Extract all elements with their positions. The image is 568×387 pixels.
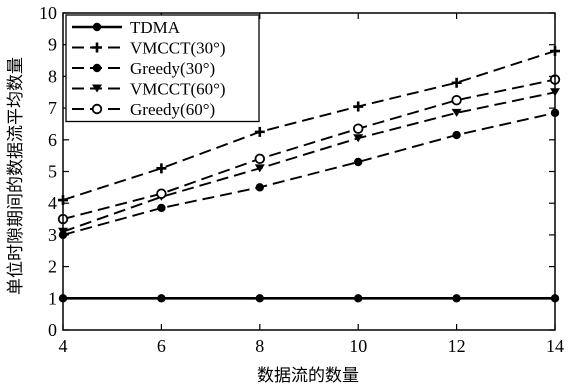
data-point bbox=[451, 77, 462, 88]
data-point bbox=[451, 108, 462, 117]
x-tick-label: 6 bbox=[157, 336, 166, 356]
y-tick-label: 2 bbox=[48, 257, 57, 277]
series-line bbox=[62, 111, 556, 236]
y-tick-label: 8 bbox=[48, 66, 57, 86]
data-point bbox=[92, 84, 102, 93]
data-point bbox=[156, 188, 167, 199]
x-tick-label: 10 bbox=[349, 336, 367, 356]
y-tick-label: 7 bbox=[48, 98, 57, 118]
y-tick-label: 5 bbox=[48, 162, 57, 182]
data-point bbox=[353, 134, 364, 143]
y-tick-label: 6 bbox=[48, 130, 57, 150]
data-point bbox=[255, 294, 264, 303]
data-point bbox=[92, 42, 102, 53]
data-point bbox=[254, 164, 265, 173]
data-point bbox=[157, 203, 166, 213]
x-axis-label: 数据流的数量 bbox=[257, 366, 359, 385]
legend-label: Greedy(60°) bbox=[130, 100, 215, 119]
data-point bbox=[354, 294, 363, 303]
data-point bbox=[92, 22, 102, 32]
legend-item: Greedy(30°) bbox=[72, 59, 215, 78]
y-tick-label: 4 bbox=[48, 193, 57, 213]
series-2 bbox=[58, 108, 560, 240]
y-axis-label: 单位时隙期间的数据流平均数量 bbox=[6, 57, 25, 295]
x-tick-label: 14 bbox=[546, 336, 564, 356]
legend-label: VMCCT(60°) bbox=[130, 80, 226, 99]
data-point bbox=[353, 123, 364, 134]
y-tick-label: 9 bbox=[48, 35, 57, 55]
series-line bbox=[62, 78, 556, 221]
series-line bbox=[62, 91, 556, 233]
y-tick-label: 3 bbox=[48, 225, 57, 245]
data-point bbox=[91, 103, 103, 115]
legend-item: TDMA bbox=[72, 18, 181, 37]
legend-item: Greedy(60°) bbox=[72, 100, 215, 119]
data-point bbox=[451, 94, 462, 106]
y-tick-label: 10 bbox=[39, 3, 57, 23]
series-0 bbox=[58, 294, 560, 303]
data-point bbox=[92, 63, 102, 73]
data-point bbox=[254, 126, 265, 137]
legend-label: VMCCT(30°) bbox=[130, 39, 226, 58]
data-point bbox=[156, 163, 167, 174]
data-point bbox=[452, 130, 461, 140]
y-tick-label: 0 bbox=[48, 320, 57, 340]
data-point bbox=[255, 183, 264, 192]
x-tick-label: 4 bbox=[59, 336, 68, 356]
legend: TDMA VMCCT(30°)Greedy(30°) VMCCT(60°)Greed… bbox=[65, 14, 260, 123]
legend-item: VMCCT(30°) bbox=[72, 39, 226, 58]
data-point bbox=[353, 101, 364, 112]
legend-label: Greedy(30°) bbox=[130, 59, 215, 78]
legend-label: TDMA bbox=[130, 18, 181, 37]
data-point bbox=[452, 294, 461, 303]
data-point bbox=[157, 294, 166, 303]
data-point bbox=[254, 153, 265, 165]
x-tick-label: 8 bbox=[255, 336, 264, 356]
y-tick-label: 1 bbox=[48, 288, 57, 308]
x-tick-label: 12 bbox=[448, 336, 466, 356]
legend-item: VMCCT(60°) bbox=[72, 80, 226, 99]
series-line bbox=[62, 50, 556, 201]
data-point bbox=[354, 157, 363, 167]
